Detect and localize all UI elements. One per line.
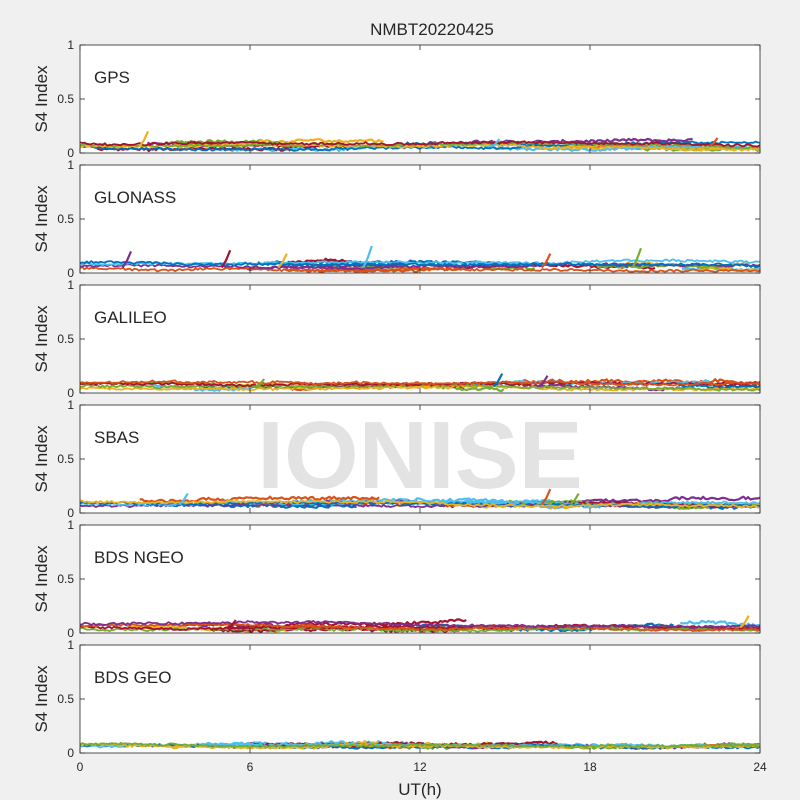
- panel-bds-geo: 0 0.5 1 0 6 12 18 24 BDS GEO S4 Index: [32, 638, 767, 774]
- spike-point: [255, 378, 266, 388]
- series-trace: [575, 495, 761, 504]
- spike-point: [121, 250, 133, 269]
- spike-point: [226, 619, 237, 629]
- y-tick-label: 0: [67, 506, 74, 520]
- y-tick-label: 1: [67, 638, 74, 652]
- spike-point: [362, 245, 373, 269]
- y-axis-label: S4 Index: [32, 665, 51, 733]
- spike-point: [540, 488, 552, 506]
- series-trace: [79, 741, 761, 749]
- x-axis-label: UT(h): [398, 780, 441, 799]
- y-tick-label: 0: [67, 386, 74, 400]
- y-axis-label: S4 Index: [32, 305, 51, 373]
- panel-label: BDS NGEO: [94, 548, 184, 567]
- watermark: IONISE: [257, 402, 582, 509]
- y-tick-label: 0.5: [57, 332, 74, 346]
- y-axis-label: S4 Index: [32, 185, 51, 253]
- figure-title: NMBT20220425: [370, 20, 494, 39]
- spike-point: [631, 247, 643, 269]
- x-tick-label: 18: [583, 760, 597, 774]
- spike-point: [492, 373, 504, 388]
- spike-point: [138, 130, 150, 148]
- series-trace: [596, 263, 727, 270]
- panel-label: SBAS: [94, 428, 139, 447]
- panel-plot-area: [80, 285, 760, 393]
- x-tick-label: 24: [753, 760, 767, 774]
- series-trace: [79, 499, 761, 509]
- panel-plot-area: [80, 165, 760, 273]
- y-tick-label: 1: [67, 518, 74, 532]
- panel-plot-area: [80, 645, 760, 753]
- y-tick-label: 0.5: [57, 212, 74, 226]
- spike-point: [540, 253, 552, 269]
- spike-point: [708, 137, 719, 148]
- panel-plot-area: [80, 45, 760, 153]
- x-tick-label: 6: [247, 760, 254, 774]
- panel-label: GPS: [94, 68, 130, 87]
- y-tick-label: 1: [67, 278, 74, 292]
- panel-sbas: 0 0.5 1 SBAS S4 Index: [32, 398, 761, 520]
- series-trace: [290, 257, 350, 265]
- x-tick-label: 12: [413, 760, 427, 774]
- y-axis-label: S4 Index: [32, 425, 51, 493]
- series-trace: [677, 383, 761, 390]
- y-tick-label: 0: [67, 266, 74, 280]
- x-tick-label: 0: [77, 760, 84, 774]
- panels-group: 0 0.5 1 GPS S4 Index 0 0.5 1 GLONASS S4 Index 0 0.5…: [32, 38, 767, 774]
- series-trace: [79, 620, 761, 630]
- series-trace: [79, 140, 761, 148]
- panel-plot-area: [80, 405, 760, 513]
- series-trace: [139, 495, 380, 504]
- spike-point: [739, 615, 750, 629]
- panel-label: GLONASS: [94, 188, 176, 207]
- y-tick-label: 0.5: [57, 452, 74, 466]
- spike-point: [178, 493, 189, 506]
- panel-plot-area: [80, 525, 760, 633]
- series-trace: [79, 142, 760, 152]
- y-tick-label: 1: [67, 398, 74, 412]
- panel-bds-ngeo: 0 0.5 1 BDS NGEO S4 Index: [32, 518, 761, 640]
- spike-point: [277, 253, 288, 269]
- y-tick-label: 1: [67, 38, 74, 52]
- series-trace: [698, 266, 761, 273]
- y-axis-label: S4 Index: [32, 545, 51, 613]
- spike-point: [220, 249, 232, 269]
- series-trace: [79, 260, 761, 268]
- y-tick-label: 0: [67, 746, 74, 760]
- y-tick-label: 0: [67, 626, 74, 640]
- y-tick-label: 0: [67, 146, 74, 160]
- panel-gps: 0 0.5 1 GPS S4 Index: [32, 38, 761, 160]
- spike-point: [490, 138, 501, 148]
- panel-label: BDS GEO: [94, 668, 171, 687]
- spike-point: [538, 375, 549, 388]
- panel-galileo: 0 0.5 1 GALILEO S4 Index: [32, 278, 761, 400]
- series-trace: [79, 379, 761, 387]
- panel-glonass: 0 0.5 1 GLONASS S4 Index: [32, 158, 761, 280]
- y-axis-label: S4 Index: [32, 65, 51, 133]
- y-tick-label: 0.5: [57, 92, 74, 106]
- y-tick-label: 1: [67, 158, 74, 172]
- spike-point: [569, 493, 580, 506]
- panel-label: GALILEO: [94, 308, 167, 327]
- y-tick-label: 0.5: [57, 692, 74, 706]
- y-tick-label: 0.5: [57, 572, 74, 586]
